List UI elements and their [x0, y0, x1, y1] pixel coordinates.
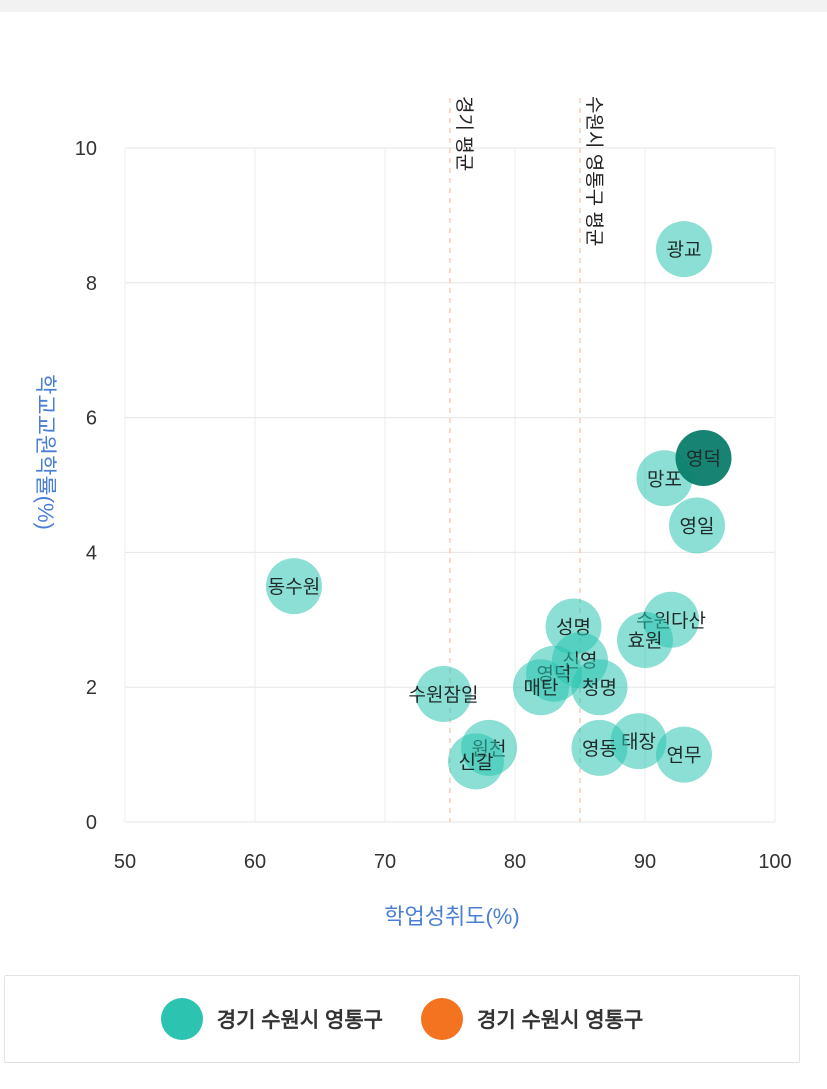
data-point-label: 신갈 — [459, 751, 494, 773]
data-point-marker — [513, 659, 569, 716]
legend-item-series-1[interactable]: 경기 수원시 영통구 — [160, 998, 383, 1040]
data-point-marker — [656, 221, 712, 278]
data-point-marker — [669, 497, 725, 554]
data-point[interactable]: 매탄 — [513, 659, 569, 716]
data-point-label: 영동 — [582, 738, 617, 760]
data-point-label: 광교 — [667, 239, 702, 261]
data-point-marker — [675, 430, 732, 487]
scatter-chart: 경기 평균 수원시 영통구 평균 0 2 4 6 8 10 50 60 70 80 90 100 광교망… — [33, 96, 792, 929]
data-point-label: 영일 — [680, 515, 715, 537]
data-point-marker — [656, 726, 712, 783]
x-tick-label: 90 — [634, 851, 656, 873]
data-point-marker — [617, 612, 673, 669]
data-point[interactable]: 동수원 — [266, 558, 322, 615]
data-point-label: 동수원 — [268, 576, 320, 598]
data-point-label: 효원 — [628, 630, 663, 652]
legend-label-series-2: 경기 수원시 영통구 — [477, 1009, 644, 1032]
data-point-marker — [571, 659, 628, 716]
data-point-label: 연무 — [667, 745, 702, 767]
y-tick-label: 6 — [86, 408, 97, 430]
data-point-label: 태장 — [621, 731, 656, 753]
data-point-marker — [415, 665, 472, 722]
data-point-label: 영덕 — [686, 448, 721, 470]
data-point-marker — [571, 719, 628, 776]
data-point-label: 매탄 — [524, 677, 559, 699]
data-point-marker — [266, 558, 322, 615]
data-point[interactable]: 신갈 — [448, 733, 504, 790]
legend-swatch-series-2 — [421, 998, 463, 1040]
data-points: 광교망포영일동수원수원다산성명효원신영영덕매탄청명수원잠일태장영동연무원천신갈영… — [266, 221, 732, 790]
data-point-label: 망포 — [647, 468, 682, 490]
data-point[interactable]: 영동 — [571, 719, 628, 776]
data-point[interactable]: 연무 — [656, 726, 712, 783]
axis-labels: 0 2 4 6 8 10 50 60 70 80 90 100 — [75, 138, 792, 873]
x-tick-label: 50 — [114, 851, 136, 873]
y-tick-label: 2 — [86, 677, 97, 699]
data-point-label: 청명 — [582, 677, 617, 699]
legend: 경기 수원시 영통구 경기 수원시 영통구 — [4, 975, 800, 1063]
reference-line-label: 수원시 영통구 평균 — [583, 96, 605, 246]
data-point[interactable]: 청명 — [571, 659, 628, 716]
x-tick-label: 80 — [504, 851, 526, 873]
reference-lines: 경기 평균 수원시 영통구 평균 — [449, 96, 605, 822]
data-point-label: 수원잠일 — [409, 684, 479, 706]
legend-swatch-series-1 — [160, 998, 203, 1040]
reference-line-label: 경기 평균 — [453, 96, 475, 171]
y-axis-title: 학교교원학률(%) — [33, 374, 58, 530]
legend-label-series-1: 경기 수원시 영통구 — [216, 1009, 383, 1032]
data-point-marker — [448, 733, 504, 790]
top-strip — [0, 0, 827, 12]
y-tick-label: 8 — [86, 273, 97, 295]
data-point[interactable]: 영일 — [669, 497, 725, 554]
data-point[interactable]: 광교 — [656, 221, 712, 278]
x-tick-label: 100 — [758, 851, 791, 873]
y-tick-label: 4 — [86, 542, 97, 564]
x-tick-label: 70 — [374, 851, 396, 873]
data-point[interactable]: 효원 — [617, 612, 673, 669]
x-axis-title: 학업성취도(%) — [384, 904, 519, 929]
y-tick-label: 10 — [75, 138, 97, 160]
x-tick-label: 60 — [244, 851, 266, 873]
y-tick-label: 0 — [86, 812, 97, 834]
data-point[interactable]: 수원잠일 — [409, 665, 479, 722]
legend-item-series-2[interactable]: 경기 수원시 영통구 — [421, 998, 643, 1040]
data-point-highlight[interactable]: 영덕 — [675, 430, 732, 487]
